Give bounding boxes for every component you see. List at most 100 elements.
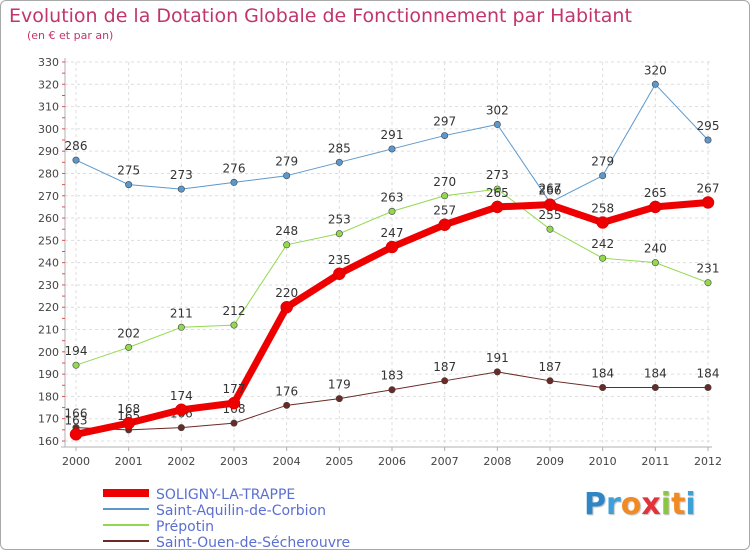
- data-point: [227, 396, 241, 410]
- legend: SOLIGNY-LA-TRAPPESaint-Aquilin-de-Corbio…: [103, 487, 350, 549]
- data-point: [335, 395, 343, 403]
- data-label: 248: [275, 224, 298, 238]
- data-point: [72, 361, 80, 369]
- data-label: 275: [117, 164, 140, 178]
- x-tick-label: 2001: [115, 455, 143, 468]
- data-point: [491, 200, 504, 214]
- data-point: [388, 386, 396, 394]
- data-point: [230, 321, 238, 329]
- data-point: [175, 403, 188, 417]
- data-label: 212: [223, 304, 246, 318]
- data-label: 267: [697, 181, 720, 195]
- y-tick-label: 200: [38, 346, 59, 359]
- y-tick-label: 290: [38, 145, 59, 158]
- chart-subtitle: (en € et par an): [27, 29, 114, 42]
- data-label: 168: [117, 402, 140, 416]
- y-tick-label: 190: [38, 368, 59, 381]
- x-tick-label: 2008: [483, 455, 511, 468]
- data-point: [599, 254, 607, 262]
- logo-letter: i: [685, 487, 696, 522]
- data-label: 184: [591, 366, 614, 380]
- x-tick-label: 2004: [273, 455, 301, 468]
- data-label: 184: [644, 366, 667, 380]
- data-point: [72, 156, 80, 164]
- y-tick-label: 210: [38, 324, 59, 337]
- data-label: 211: [170, 306, 193, 320]
- data-label: 247: [381, 226, 404, 240]
- y-tick-label: 300: [38, 123, 59, 136]
- data-point: [651, 80, 659, 88]
- data-point: [333, 267, 346, 281]
- data-point: [649, 200, 662, 214]
- data-label: 291: [381, 128, 404, 142]
- x-tick-label: 2006: [378, 455, 406, 468]
- data-label: 183: [381, 369, 404, 383]
- y-tick-label: 250: [38, 234, 59, 247]
- data-point: [704, 383, 712, 391]
- logo-letter: P: [584, 487, 606, 522]
- data-point: [230, 419, 238, 427]
- data-point: [651, 383, 659, 391]
- data-point: [335, 230, 343, 238]
- data-label: 263: [381, 190, 404, 204]
- data-point: [546, 225, 554, 233]
- data-point: [543, 198, 557, 211]
- legend-label: Prépotin: [156, 519, 214, 535]
- data-point: [177, 185, 185, 193]
- legend-label: Saint-Ouen-de-Sécherouvre: [156, 535, 350, 549]
- data-point: [493, 185, 501, 193]
- data-point: [701, 196, 715, 209]
- data-point: [596, 216, 609, 229]
- data-label: 265: [486, 186, 509, 200]
- data-label: 302: [486, 103, 509, 117]
- legend-label: SOLIGNY-LA-TRAPPE: [156, 487, 295, 503]
- data-point: [283, 401, 291, 409]
- x-tick-label: 2003: [220, 455, 248, 468]
- data-point: [125, 343, 133, 351]
- data-point: [493, 368, 501, 376]
- data-label: 279: [591, 155, 614, 169]
- series-pr-potin: 194 202 211 212 248 253 263 270 273 255 242 240 231: [65, 168, 719, 369]
- data-label: 273: [486, 168, 509, 182]
- x-tick-label: 2012: [694, 455, 722, 468]
- data-point: [599, 383, 607, 391]
- data-label: 174: [170, 389, 193, 403]
- data-label: 253: [328, 213, 351, 227]
- proxiti-logo: Proxiti: [584, 487, 696, 522]
- y-tick-label: 280: [38, 167, 59, 180]
- data-label: 235: [328, 253, 351, 267]
- x-tick-label: 2005: [325, 455, 353, 468]
- data-label: 163: [65, 413, 88, 427]
- data-label: 176: [275, 384, 298, 398]
- data-label: 258: [591, 202, 614, 216]
- y-tick-label: 310: [38, 101, 59, 114]
- logo-letter: i: [660, 487, 672, 522]
- x-tick-label: 2009: [536, 455, 564, 468]
- series-soligny-la-trappe: 163 168 174 177 220 235 247 257 265 266 258 265 267: [65, 181, 720, 441]
- data-label: 257: [433, 204, 456, 218]
- data-point: [283, 241, 291, 249]
- data-point: [283, 172, 291, 180]
- data-label: 286: [65, 139, 88, 153]
- x-tick-label: 2002: [167, 455, 195, 468]
- x-tick-label: 2007: [431, 455, 459, 468]
- data-point: [441, 132, 449, 140]
- x-tick-label: 2010: [589, 455, 617, 468]
- x-tick-label: 2011: [641, 455, 669, 468]
- logo-letter: r: [606, 487, 621, 522]
- data-label: 273: [170, 168, 193, 182]
- data-label: 265: [644, 186, 667, 200]
- data-point: [335, 158, 343, 166]
- data-point: [441, 377, 449, 385]
- data-label: 279: [275, 155, 298, 169]
- data-point: [546, 377, 554, 385]
- data-label: 187: [433, 360, 456, 374]
- logo-letter: t: [671, 487, 686, 522]
- data-label: 267: [539, 181, 562, 195]
- data-label: 266: [539, 184, 562, 198]
- data-point: [388, 207, 396, 215]
- data-label: 297: [433, 115, 456, 129]
- data-point: [438, 218, 451, 231]
